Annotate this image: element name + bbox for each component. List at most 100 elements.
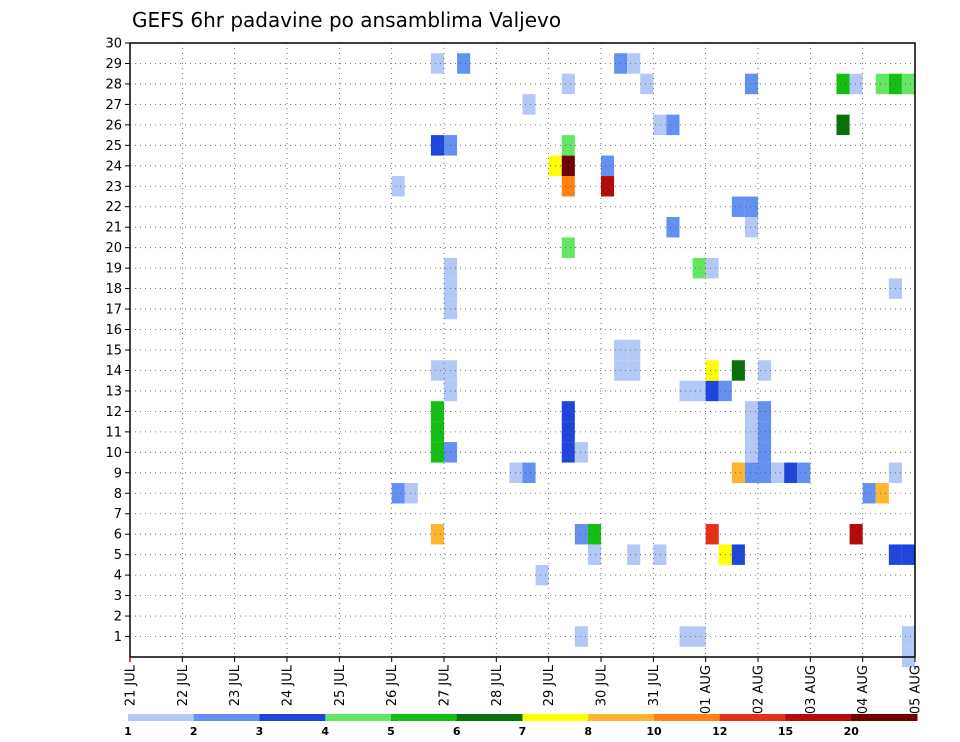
precip-cell <box>574 626 588 647</box>
precip-cell <box>875 73 889 95</box>
x-tick-label: 23 JUL <box>228 664 243 706</box>
precip-cell <box>627 360 641 381</box>
y-tick-label: 14 <box>105 364 122 379</box>
legend-swatch <box>193 714 260 721</box>
precip-cell <box>692 380 706 402</box>
precip-cell <box>561 401 575 422</box>
precip-cell <box>391 176 405 197</box>
legend-level-label: 6 <box>453 725 461 738</box>
y-tick-label: 16 <box>105 323 122 338</box>
y-tick-label: 13 <box>105 384 122 399</box>
precip-cell <box>430 135 444 156</box>
precip-cell <box>731 544 745 565</box>
x-tick-label: 22 JUL <box>176 664 191 706</box>
precip-cell <box>561 73 575 95</box>
precip-cell <box>653 114 667 136</box>
precip-cell <box>744 401 758 422</box>
precip-cell <box>692 626 706 647</box>
precip-cell <box>430 442 444 463</box>
y-tick-label: 28 <box>105 77 122 92</box>
x-tick-label: 05 AUG <box>909 665 924 714</box>
precip-cell <box>587 523 601 545</box>
x-tick-label: 24 JUL <box>281 664 296 706</box>
precip-cell <box>601 176 615 197</box>
precip-cell <box>744 462 758 484</box>
precip-cell <box>561 135 575 156</box>
legend-level-label: 15 <box>778 725 793 738</box>
precip-cell <box>627 339 641 361</box>
y-tick-label: 11 <box>105 425 122 440</box>
precip-cell <box>731 196 745 217</box>
precip-cell <box>758 401 772 422</box>
y-tick-label: 15 <box>105 344 122 359</box>
precip-cell <box>627 53 641 74</box>
precip-cell <box>666 114 680 136</box>
precip-cell <box>561 442 575 463</box>
legend-swatch <box>785 714 852 721</box>
precip-cell <box>430 360 444 381</box>
precip-cell <box>901 73 915 95</box>
precip-cell <box>744 442 758 463</box>
grid-layer <box>130 42 915 657</box>
precip-cell <box>797 462 811 484</box>
precip-cell <box>535 564 549 586</box>
y-tick-label: 22 <box>105 200 122 215</box>
y-tick-label: 30 <box>105 37 122 52</box>
legend-swatch <box>391 714 458 721</box>
y-tick-label: 19 <box>105 262 122 277</box>
precip-cell <box>705 523 719 545</box>
legend-level-label: 2 <box>190 725 198 738</box>
precip-cell <box>758 462 772 484</box>
y-tick-label: 7 <box>114 507 122 522</box>
x-tick-label: 04 AUG <box>856 665 871 714</box>
legend-swatch <box>522 714 589 721</box>
x-tick-label: 03 AUG <box>804 665 819 714</box>
legend-swatch <box>588 714 655 721</box>
precip-cell <box>640 73 654 95</box>
precip-cell <box>705 257 719 279</box>
precip-cell <box>744 73 758 95</box>
precip-cell <box>561 237 575 258</box>
x-tick-label: 27 JUL <box>438 664 453 706</box>
legend-level-label: 12 <box>712 725 727 738</box>
y-tick-label: 17 <box>105 303 122 318</box>
x-tick-label: 01 AUG <box>699 665 714 714</box>
y-tick-label: 18 <box>105 282 122 297</box>
y-tick-label: 23 <box>105 180 122 195</box>
y-tick-label: 21 <box>105 221 122 236</box>
precip-cell <box>574 442 588 463</box>
precip-cell <box>404 483 418 504</box>
precip-cell <box>457 53 471 74</box>
precip-cell <box>522 94 536 115</box>
legend-swatch <box>259 714 326 721</box>
precip-cell <box>875 483 889 504</box>
legend-level-label: 3 <box>256 725 264 738</box>
precip-cell <box>561 155 575 177</box>
precip-cell <box>561 176 575 197</box>
precip-cell <box>430 523 444 545</box>
y-tick-label: 10 <box>105 446 122 461</box>
y-axis: 1234567891011121314151617181920212223242… <box>105 37 130 645</box>
precip-cell <box>731 360 745 381</box>
precip-cell <box>679 626 693 647</box>
x-tick-label: 02 AUG <box>752 665 767 714</box>
precip-cell <box>862 483 876 504</box>
y-tick-label: 1 <box>114 630 122 645</box>
precip-cell <box>744 196 758 217</box>
precip-cell <box>587 544 601 565</box>
y-tick-label: 8 <box>114 487 122 502</box>
y-tick-label: 26 <box>105 118 122 133</box>
precip-cell <box>692 257 706 279</box>
precip-cell <box>705 380 719 402</box>
precip-cell <box>705 360 719 381</box>
y-tick-label: 12 <box>105 405 122 420</box>
precip-cell <box>836 73 850 95</box>
precip-cell <box>627 544 641 565</box>
x-tick-label: 28 JUL <box>490 664 505 706</box>
y-tick-label: 2 <box>114 610 122 625</box>
legend-level-label: 10 <box>646 725 662 738</box>
y-tick-label: 4 <box>114 569 122 584</box>
y-tick-label: 9 <box>114 466 122 481</box>
legend-swatch <box>719 714 786 721</box>
